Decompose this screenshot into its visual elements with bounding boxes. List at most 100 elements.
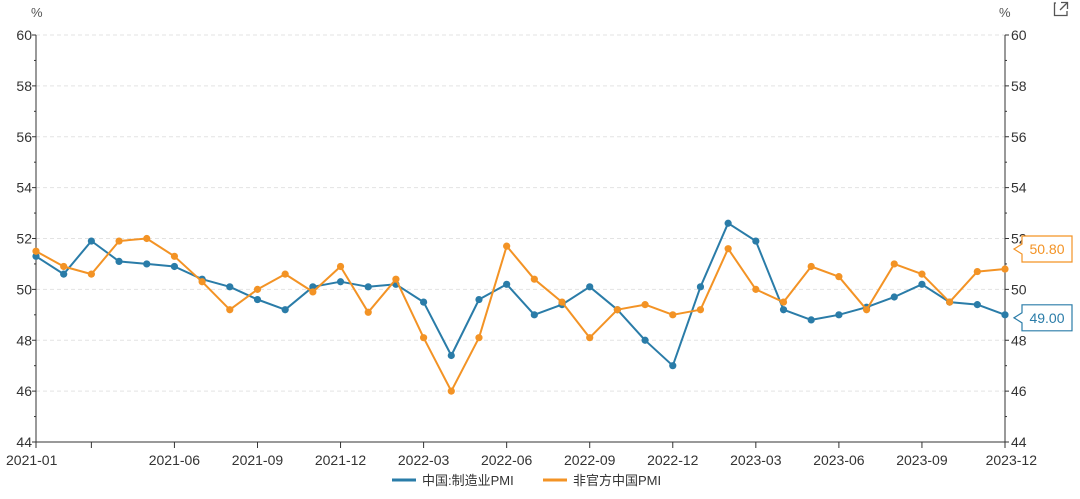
data-point[interactable] [364,308,372,316]
data-point[interactable] [752,285,760,293]
data-point[interactable] [973,301,981,309]
y-tick-label-right: 54 [1011,180,1027,196]
data-point[interactable] [253,285,262,293]
data-point[interactable] [641,336,649,344]
data-point[interactable] [32,252,40,260]
data-point[interactable] [143,260,151,268]
data-point[interactable] [890,293,898,301]
data-point[interactable] [918,270,926,278]
data-point[interactable] [835,273,843,281]
data-point[interactable] [198,278,206,286]
data-point[interactable] [807,262,815,271]
data-point[interactable] [115,237,123,245]
data-point[interactable] [447,387,455,395]
y-tick-label-left: 52 [16,231,32,247]
data-point[interactable] [475,334,483,342]
data-point[interactable] [669,311,677,319]
y-tick-label-right: 46 [1011,383,1027,399]
grid-lines [36,34,1005,392]
x-tick-label: 2023-12 [986,452,1038,468]
series-line [35,237,1006,393]
data-point[interactable] [60,270,68,278]
data-point[interactable] [170,262,179,271]
data-point[interactable] [420,298,428,306]
data-point[interactable] [779,298,788,306]
legend-label: 非官方中国PMI [573,473,661,488]
data-point[interactable] [1001,311,1009,319]
y-tick-label-left: 58 [16,78,32,94]
legend-item-2[interactable]: 非官方中国PMI [543,473,661,488]
legend-item-1[interactable]: 中国:制造业PMI [392,473,514,488]
data-point[interactable] [309,288,317,296]
end-labels: 49.00 50.80 [1012,235,1073,332]
y-tick-label-left: 48 [16,332,32,348]
data-point[interactable] [890,260,898,268]
data-point[interactable] [779,306,788,314]
data-point[interactable] [309,283,317,291]
data-point[interactable] [558,298,566,306]
y-tick-label-right: 50 [1011,281,1027,297]
x-tick-label: 2021-09 [232,452,284,468]
x-tick-label: 2023-06 [813,452,865,468]
data-point[interactable] [226,283,234,291]
data-point[interactable] [807,316,815,324]
data-point[interactable] [226,306,234,314]
x-tick-label: 2022-09 [564,452,616,468]
legend[interactable]: 中国:制造业PMI 非官方中国PMI [392,473,661,488]
data-point[interactable] [586,283,594,291]
data-point[interactable] [641,301,649,309]
x-tick-label: 2022-12 [647,452,699,468]
data-point[interactable] [336,278,345,286]
data-point[interactable] [336,262,345,271]
y-tick-label-left: 56 [16,129,32,145]
legend-label: 中国:制造业PMI [422,473,514,488]
data-point[interactable] [918,280,926,288]
y-tick-label-left: 50 [16,281,32,297]
left-axis-unit-label: % [31,5,43,20]
data-point[interactable] [281,270,289,278]
data-point[interactable] [503,280,511,288]
data-point[interactable] [752,237,760,245]
data-point[interactable] [835,311,843,319]
external-link-icon[interactable] [1052,0,1070,18]
data-point[interactable] [530,275,538,283]
data-point[interactable] [503,242,511,250]
data-point[interactable] [170,252,179,260]
data-point[interactable] [364,283,372,291]
right-axis-unit-label: % [999,5,1011,20]
y-tick-label-right: 56 [1011,129,1027,145]
end-label-2: 50.80 [1012,235,1073,263]
data-point[interactable] [696,306,705,314]
data-point[interactable] [60,262,68,271]
end-label-text: 50.80 [1029,241,1064,257]
data-point[interactable] [613,306,622,314]
data-point[interactable] [447,351,455,360]
data-point[interactable] [862,306,871,314]
data-point[interactable] [586,334,594,342]
data-point[interactable] [669,362,677,370]
series-1 [32,219,1009,370]
data-point[interactable] [946,298,954,306]
data-point[interactable] [392,275,400,283]
data-point[interactable] [143,234,151,243]
end-label-box [1012,304,1073,332]
data-point[interactable] [281,306,289,314]
data-point[interactable] [724,245,732,253]
y-tick-label-left: 44 [16,434,32,450]
data-point[interactable] [475,295,483,304]
data-point[interactable] [87,237,95,245]
data-point[interactable] [420,334,428,342]
data-point[interactable] [87,270,95,278]
data-point[interactable] [530,311,538,319]
data-point[interactable] [1001,265,1009,273]
series-2 [32,234,1009,395]
data-point[interactable] [32,247,40,255]
data-point[interactable] [696,283,705,291]
data-point[interactable] [724,219,732,227]
data-point[interactable] [253,295,262,304]
data-point[interactable] [973,267,981,276]
end-label-1: 49.00 [1012,304,1073,332]
data-point[interactable] [115,257,123,265]
y-tick-label-left: 60 [16,27,32,43]
